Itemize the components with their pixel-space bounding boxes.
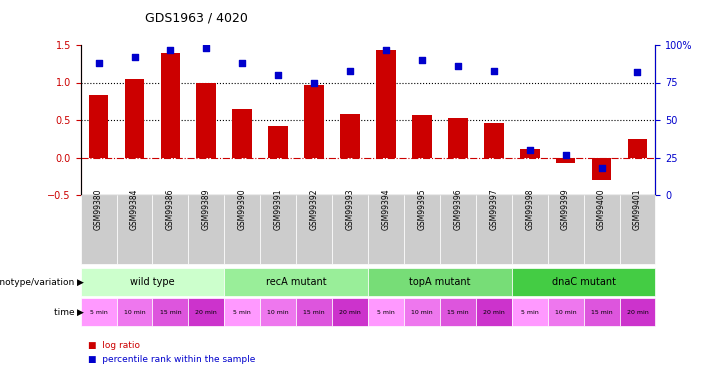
Text: GSM99389: GSM99389	[202, 188, 211, 230]
Text: GSM99393: GSM99393	[346, 188, 355, 230]
Text: 20 min: 20 min	[339, 310, 361, 315]
Point	[632, 69, 643, 75]
Text: GDS1963 / 4020: GDS1963 / 4020	[145, 11, 247, 24]
Point	[129, 54, 140, 60]
Bar	[412, 115, 432, 158]
Text: 10 min: 10 min	[267, 310, 289, 315]
Bar	[340, 114, 360, 158]
Bar	[304, 85, 324, 158]
Bar	[448, 118, 468, 158]
Text: topA mutant: topA mutant	[409, 277, 470, 287]
Text: GSM99398: GSM99398	[525, 188, 534, 230]
Text: 15 min: 15 min	[447, 310, 469, 315]
Text: dnaC mutant: dnaC mutant	[552, 277, 615, 287]
Point	[452, 63, 463, 69]
Text: GSM99401: GSM99401	[633, 188, 642, 230]
Bar	[268, 126, 288, 158]
Text: ■  log ratio: ■ log ratio	[88, 341, 139, 350]
Bar	[233, 109, 252, 158]
Text: GSM99391: GSM99391	[273, 188, 283, 230]
Text: 5 min: 5 min	[521, 310, 538, 315]
Text: 20 min: 20 min	[196, 310, 217, 315]
Text: GSM99380: GSM99380	[94, 188, 103, 230]
Bar	[627, 139, 647, 158]
Text: recA mutant: recA mutant	[266, 277, 327, 287]
Text: GSM99397: GSM99397	[489, 188, 498, 230]
Point	[416, 57, 428, 63]
Bar	[376, 50, 396, 158]
Bar	[484, 123, 503, 158]
Text: GSM99394: GSM99394	[381, 188, 390, 230]
Bar	[89, 95, 109, 158]
Text: 10 min: 10 min	[123, 310, 145, 315]
Text: GSM99395: GSM99395	[417, 188, 426, 230]
Text: 5 min: 5 min	[90, 310, 107, 315]
Point	[488, 68, 499, 74]
Text: wild type: wild type	[130, 277, 175, 287]
Text: 5 min: 5 min	[233, 310, 251, 315]
Bar	[196, 82, 216, 158]
Bar	[556, 158, 576, 163]
Bar	[125, 79, 144, 158]
Text: ■  percentile rank within the sample: ■ percentile rank within the sample	[88, 355, 255, 364]
Text: GSM99400: GSM99400	[597, 188, 606, 230]
Text: 15 min: 15 min	[304, 310, 325, 315]
Text: GSM99386: GSM99386	[166, 188, 175, 230]
Text: ▶: ▶	[77, 278, 84, 286]
Point	[273, 72, 284, 78]
Point	[93, 60, 104, 66]
Point	[524, 147, 536, 153]
Point	[200, 45, 212, 51]
Bar	[161, 53, 180, 158]
Text: 10 min: 10 min	[554, 310, 576, 315]
Bar	[592, 158, 611, 180]
Text: time: time	[53, 308, 77, 316]
Point	[596, 165, 607, 171]
Text: 15 min: 15 min	[591, 310, 613, 315]
Text: 5 min: 5 min	[377, 310, 395, 315]
Text: GSM99396: GSM99396	[454, 188, 463, 230]
Point	[560, 152, 571, 157]
Text: GSM99384: GSM99384	[130, 188, 139, 230]
Point	[237, 60, 248, 66]
Text: GSM99392: GSM99392	[310, 188, 319, 230]
Text: 20 min: 20 min	[483, 310, 505, 315]
Point	[308, 80, 320, 86]
Text: GSM99390: GSM99390	[238, 188, 247, 230]
Point	[344, 68, 355, 74]
Text: ▶: ▶	[77, 308, 84, 316]
Text: GSM99399: GSM99399	[561, 188, 570, 230]
Text: 20 min: 20 min	[627, 310, 648, 315]
Point	[165, 46, 176, 53]
Text: genotype/variation: genotype/variation	[0, 278, 77, 286]
Point	[381, 46, 392, 53]
Bar	[520, 148, 540, 158]
Text: 15 min: 15 min	[160, 310, 182, 315]
Text: 10 min: 10 min	[411, 310, 433, 315]
